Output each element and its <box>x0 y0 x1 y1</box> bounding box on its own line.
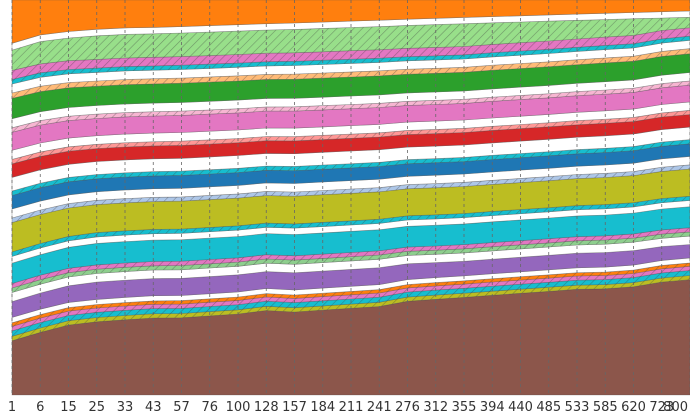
area-band-hatch-23 <box>12 80 690 133</box>
x-tick-label: 33 <box>117 400 134 415</box>
x-tick-label: 57 <box>173 400 190 415</box>
x-tick-label: 1 <box>8 400 16 415</box>
x-tick-label: 485 <box>536 400 561 415</box>
x-tick-label: 355 <box>452 400 477 415</box>
x-tick-label: 800 <box>663 400 688 415</box>
area-band-hatch-14 <box>12 164 690 223</box>
x-tick-label: 128 <box>254 400 279 415</box>
area-band-hatch-20 <box>12 110 690 164</box>
x-tick-label: 312 <box>423 400 448 415</box>
x-tick-label: 100 <box>226 400 251 415</box>
x-tick-label: 276 <box>395 400 420 415</box>
x-tick-label: 15 <box>60 400 77 415</box>
x-tick-label: 76 <box>201 400 218 415</box>
x-tick-label: 585 <box>593 400 618 415</box>
x-tick-label: 43 <box>145 400 162 415</box>
x-tick-label: 440 <box>508 400 533 415</box>
area-band-32 <box>11 0 690 44</box>
x-tick-label: 241 <box>367 400 392 415</box>
x-tick-label: 723 <box>649 400 674 415</box>
x-tick-label: 620 <box>621 400 646 415</box>
x-tick-label: 25 <box>88 400 105 415</box>
x-tick-label: 157 <box>282 400 307 415</box>
area-band-hatch-2 <box>12 270 690 337</box>
area-band-hatch-17 <box>12 139 690 196</box>
x-tick-label: 533 <box>565 400 590 415</box>
x-tick-label: 394 <box>480 400 505 415</box>
area-band-hatch-29 <box>12 27 690 80</box>
x-tick-label: 211 <box>339 400 364 415</box>
x-axis-tick-labels: 1 6 15 25 33 43 57 76 100 128 157 184 211 241 276 312 35… <box>8 400 688 415</box>
x-tick-label: 6 <box>36 400 44 415</box>
x-tick-label: 184 <box>310 400 335 415</box>
